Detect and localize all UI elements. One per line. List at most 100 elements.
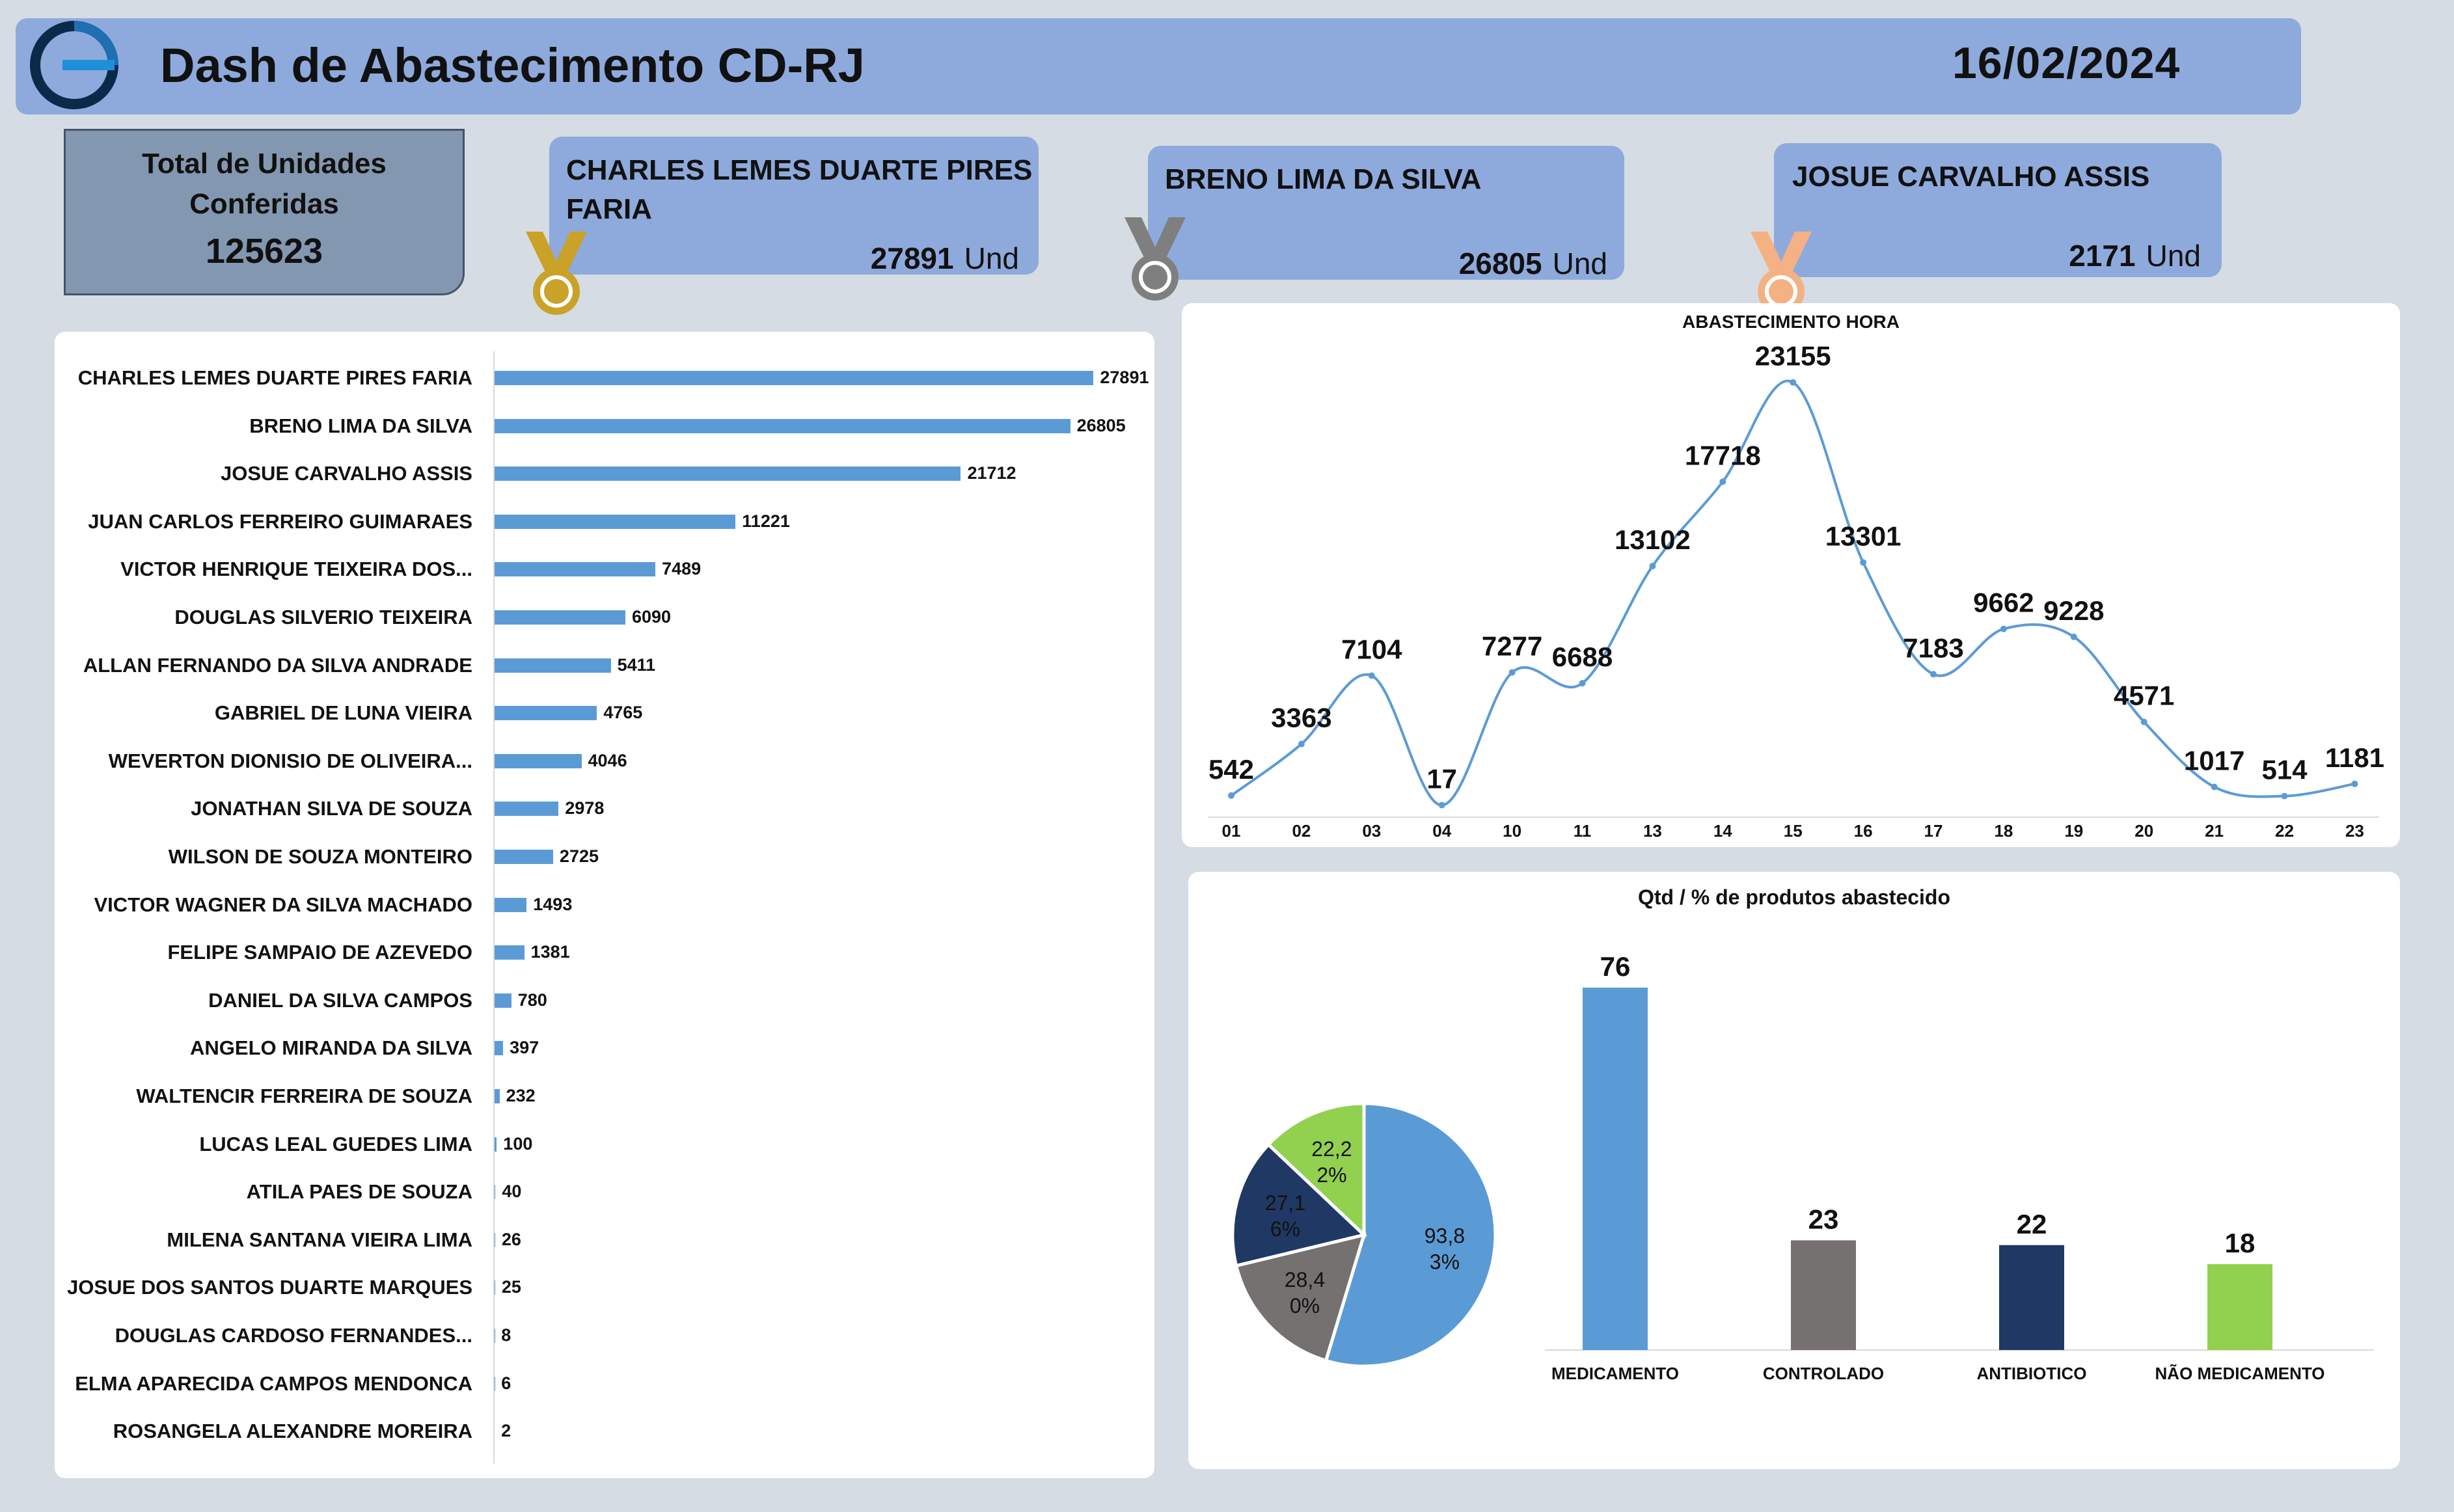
operator-name-label: ATILA PAES DE SOUZA <box>246 1180 472 1204</box>
pie-slice-label: 27,1 <box>1265 1191 1305 1215</box>
pie-slice <box>1266 1101 1366 1239</box>
hour-tick-label: 15 <box>1784 821 1803 841</box>
rank-first-name-line2: FARIA <box>566 193 652 225</box>
product-category-label: NÃO MEDICAMENTO <box>2155 1364 2325 1383</box>
hour-tick-label: 22 <box>2275 821 2294 841</box>
hourly-point <box>1860 559 1867 566</box>
total-label-line2: Conferidas <box>189 188 339 220</box>
hourly-point <box>2211 783 2218 790</box>
hour-tick-label: 20 <box>2134 821 2153 841</box>
hourly-series-line <box>1230 379 2355 807</box>
hourly-point <box>1508 669 1516 676</box>
hourly-value-label: 9662 <box>1973 587 2034 618</box>
rank-third-unit: Und <box>2146 239 2201 273</box>
operator-bar-value: 4046 <box>588 750 627 770</box>
page-title: Dash de Abastecimento CD-RJ <box>160 38 865 92</box>
rank-third-name: JOSUE CARVALHO ASSIS <box>1792 161 2150 193</box>
hour-tick-label: 23 <box>2345 821 2364 841</box>
hourly-line-chart: ABASTECIMENTO HORA 542 01 3363 02 7104 03 17 04… <box>1208 312 2384 841</box>
rank-first-unit: Und <box>964 241 1019 275</box>
operator-bar <box>495 1041 504 1056</box>
hour-tick-label: 16 <box>1854 821 1873 841</box>
operator-name-label: LUCAS LEAL GUEDES LIMA <box>199 1132 472 1155</box>
operator-name-label: WALTENCIR FERREIRA DE SOUZA <box>136 1085 472 1107</box>
rank-second-name: BRENO LIMA DA SILVA <box>1165 163 1482 195</box>
operator-bar-value: 100 <box>503 1133 533 1154</box>
operator-bar-value: 780 <box>517 990 547 1010</box>
hourly-value-label: 7277 <box>1482 631 1542 662</box>
operator-name-label: WILSON DE SOUZA MONTEIRO <box>168 845 472 868</box>
rank-second-unit: Und <box>1552 247 1607 280</box>
product-bar <box>1791 1240 1856 1350</box>
product-chart-title: Qtd / % de produtos abastecido <box>1638 885 1950 909</box>
hourly-value-label: 9228 <box>2043 595 2104 626</box>
hour-tick-label: 10 <box>1503 821 1521 841</box>
hourly-value-label: 1017 <box>2184 745 2244 776</box>
total-units-value: 125623 <box>205 232 323 271</box>
hourly-point <box>2140 718 2147 725</box>
hourly-point <box>1579 680 1586 687</box>
pie-slice-percent: 6% <box>1270 1217 1300 1241</box>
operator-bar <box>495 993 511 1008</box>
hourly-value-label: 542 <box>1208 754 1254 785</box>
operator-name-label: DOUGLAS CARDOSO FERNANDES... <box>115 1324 472 1347</box>
hour-tick-label: 04 <box>1432 821 1451 841</box>
hour-tick-label: 02 <box>1292 821 1311 841</box>
hourly-point <box>1438 802 1445 809</box>
rank-card-second: BRENO LIMA DA SILVA 26805 Und <box>1148 146 1624 280</box>
hourly-value-label: 13102 <box>1615 524 1691 555</box>
operator-name-label: ANGELO MIRANDA DA SILVA <box>190 1036 472 1060</box>
hourly-value-label: 13301 <box>1825 520 1902 551</box>
operator-bar <box>495 371 1094 385</box>
operator-bar-value: 2 <box>501 1421 511 1441</box>
pie-slice-label: 28,4 <box>1285 1268 1325 1291</box>
product-bar <box>1583 988 1648 1350</box>
operator-bar <box>495 753 582 768</box>
operator-bar-value: 27891 <box>1100 368 1149 387</box>
operator-bar-value: 6090 <box>631 607 672 627</box>
hourly-line-panel: ABASTECIMENTO HORA 542 01 3363 02 7104 03 17 04… <box>1182 303 2400 847</box>
operator-name-label: GABRIEL DE LUNA VIEIRA <box>214 701 472 725</box>
operator-name-label: JOSUE DOS SANTOS DUARTE MARQUES <box>67 1276 472 1299</box>
product-bar-value: 23 <box>1808 1204 1839 1234</box>
pie-slice-percent: 0% <box>1290 1294 1320 1317</box>
hourly-value-label: 17 <box>1426 764 1457 794</box>
report-date: 16/02/2024 <box>1952 38 2181 88</box>
product-bar <box>1999 1245 2064 1350</box>
hour-tick-label: 01 <box>1222 821 1241 841</box>
hour-tick-label: 19 <box>2064 821 2083 841</box>
operator-bar <box>495 610 625 625</box>
hourly-value-label: 514 <box>2261 755 2308 785</box>
hourly-value-label: 1181 <box>2325 742 2384 773</box>
hourly-point <box>1790 379 1797 386</box>
pie-slice-label: 22,2 <box>1311 1137 1352 1161</box>
product-category-label: CONTROLADO <box>1763 1364 1884 1383</box>
rank-first-value: 27891 Und <box>871 241 1019 276</box>
company-logo-icon <box>30 21 118 109</box>
hourly-point <box>1719 478 1726 485</box>
rank-first-name-line1: CHARLES LEMES DUARTE PIRES <box>566 154 1033 186</box>
hour-tick-label: 14 <box>1713 821 1732 841</box>
hourly-point <box>2000 625 2007 632</box>
operator-name-label: BRENO LIMA DA SILVA <box>249 414 472 437</box>
operator-bar-value: 1493 <box>533 894 573 914</box>
operator-bar-value: 11221 <box>742 511 790 531</box>
hourly-value-label: 23155 <box>1755 341 1831 371</box>
rank-first-name: CHARLES LEMES DUARTE PIRES FARIA <box>566 151 1032 229</box>
hourly-point <box>1298 740 1305 748</box>
pie-slice <box>1324 1101 1497 1368</box>
hourly-value-label: 3363 <box>1271 703 1331 733</box>
pie-slice <box>1231 1142 1368 1268</box>
operator-name-label: VICTOR HENRIQUE TEIXEIRA DOS... <box>120 558 472 581</box>
operator-bar <box>495 562 656 577</box>
hour-tick-label: 21 <box>2205 821 2224 841</box>
rank-third-number: 2171 <box>2069 239 2136 273</box>
operator-bar-value: 26 <box>501 1229 521 1249</box>
product-bar-value: 22 <box>2017 1209 2047 1239</box>
operator-bar-value: 1381 <box>530 942 570 962</box>
operator-bar-value: 21712 <box>967 463 1016 483</box>
operator-bar-value: 6 <box>501 1373 511 1393</box>
operator-name-label: ROSANGELA ALEXANDRE MOREIRA <box>113 1420 472 1443</box>
rank-second-number: 26805 <box>1458 247 1542 280</box>
operator-bar <box>495 850 553 864</box>
